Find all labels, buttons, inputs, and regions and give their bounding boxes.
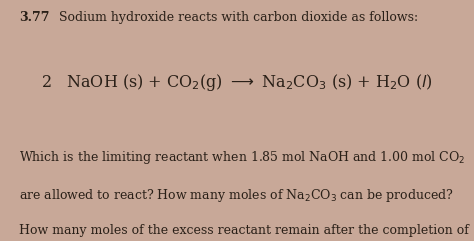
Text: Which is the limiting reactant when 1.85 mol NaOH and 1.00 mol CO$_2$: Which is the limiting reactant when 1.85… xyxy=(19,149,465,167)
Text: 3.77: 3.77 xyxy=(19,11,49,24)
Text: Sodium hydroxide reacts with carbon dioxide as follows:: Sodium hydroxide reacts with carbon diox… xyxy=(55,11,418,24)
Text: How many moles of the excess reactant remain after the completion of: How many moles of the excess reactant re… xyxy=(19,224,469,237)
Text: 2   NaOH (s) + CO$_2$(g) $\longrightarrow$ Na$_2$CO$_3$ (s) + H$_2$O ($\mathit{l: 2 NaOH (s) + CO$_2$(g) $\longrightarrow$… xyxy=(41,72,433,93)
Text: are allowed to react? How many moles of Na$_2$CO$_3$ can be produced?: are allowed to react? How many moles of … xyxy=(19,187,454,204)
